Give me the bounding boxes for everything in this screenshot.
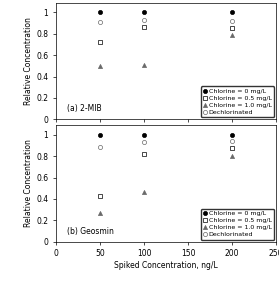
Legend: Chlorine = 0 mg/L, Chlorine = 0.5 mg/L, Chlorine = 1.0 mg/L, Dechlorinated: Chlorine = 0 mg/L, Chlorine = 0.5 mg/L, … bbox=[201, 86, 274, 117]
Y-axis label: Relative Concentration: Relative Concentration bbox=[24, 139, 33, 227]
Y-axis label: Relative Concentration: Relative Concentration bbox=[24, 17, 33, 105]
Text: (a) 2-MIB: (a) 2-MIB bbox=[67, 105, 102, 114]
Text: (b) Geosmin: (b) Geosmin bbox=[67, 227, 114, 236]
Legend: Chlorine = 0 mg/L, Chlorine = 0.5 mg/L, Chlorine = 1.0 mg/L, Dechlorinated: Chlorine = 0 mg/L, Chlorine = 0.5 mg/L, … bbox=[201, 209, 274, 240]
X-axis label: Spiked Concentration, ng/L: Spiked Concentration, ng/L bbox=[114, 261, 218, 270]
